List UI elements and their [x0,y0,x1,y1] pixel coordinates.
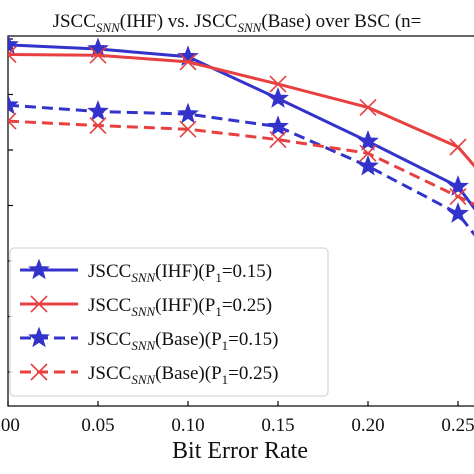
legend-entry: JSCCSNN(Base)(P1=0.25) [20,363,278,387]
data-point [87,37,109,59]
data-point [179,120,197,138]
legend-label-part: =0.15) [228,329,278,350]
series-3 [8,93,474,237]
x-tick-label: 0.20 [351,415,384,436]
legend-label-part: JSCC [88,329,131,350]
chart-title: JSCCSNN(IHF) vs. JSCCSNN(Base) over BSC … [53,11,422,35]
legend-swatch-marker [30,363,48,381]
data-point [177,102,199,124]
legend-entry: JSCCSNN(IHF)(P1=0.15) [20,258,272,285]
legend-label: JSCCSNN(IHF)(P1=0.25) [88,295,272,319]
legend-label-part: (Base)(P [155,329,221,350]
series-1 [8,36,474,211]
legend-label-part: JSCC [88,261,131,282]
data-point [8,112,17,130]
data-point [89,116,107,135]
x-tick-label: 0.05 [81,415,114,436]
data-point [269,131,287,149]
data-point [359,98,377,116]
chart-title-subscript: SNN [96,20,121,35]
x-axis-label: Bit Error Rate [172,438,308,464]
legend-label-part: =0.15) [222,261,272,282]
legend-entry: JSCCSNN(IHF)(P1=0.25) [20,295,272,319]
legend-label-part: (IHF)(P [155,295,215,316]
x-tick-label: 0.25 [441,415,474,436]
legend-label-part: SNN [131,372,156,387]
legend: JSCCSNN(IHF)(P1=0.15)JSCCSNN(IHF)(P1=0.2… [9,247,329,397]
x-tick-label: .00 [0,415,20,436]
legend-label: JSCCSNN(IHF)(P1=0.15) [88,261,272,285]
legend-label: JSCCSNN(Base)(P1=0.15) [88,329,278,353]
data-point [357,154,379,176]
data-point [87,100,109,121]
legend-swatch-marker [28,258,50,280]
legend-label-part: 1 [215,304,222,319]
legend-label-part: (IHF)(P [155,261,215,282]
chart-title-subscript: SNN [237,20,262,35]
legend-label-part: SNN [131,338,156,353]
legend-label-part: 1 [222,372,229,387]
data-point [8,36,19,55]
data-point [359,144,377,162]
data-point [267,115,289,136]
x-axis-ticks: .00 0.05 0.10 0.15 0.20 0.25 [0,401,474,436]
data-point [8,93,19,115]
x-tick-label: 0.10 [171,415,204,436]
x-tick-label: 0.15 [261,415,294,436]
chart-title-part: (Base) over BSC (n= [261,11,421,32]
data-point [267,87,289,108]
legend-label-part: 1 [215,270,222,285]
data-point [179,53,197,71]
legend-swatch-marker [28,326,50,348]
legend-box [9,247,329,397]
legend-label-part: SNN [131,304,156,319]
chart-title-part: JSCC [53,11,96,32]
data-point [8,45,17,64]
legend-label-part: SNN [131,270,156,285]
legend-entries: JSCCSNN(IHF)(P1=0.15)JSCCSNN(IHF)(P1=0.2… [20,258,278,387]
data-point [89,46,107,64]
data-point [357,130,379,151]
series-2 [8,45,474,168]
data-point [447,202,469,223]
data-point [449,138,467,156]
legend-label-part: =0.25) [222,295,272,316]
legend-label: JSCCSNN(Base)(P1=0.25) [88,363,278,387]
data-point [269,75,287,93]
data-point [449,188,467,206]
series-4 [8,112,474,206]
legend-label-part: =0.25) [228,363,278,384]
legend-label-part: JSCC [88,363,131,384]
data-point [447,175,469,196]
chart-title-part: (IHF) vs. JSCC [120,11,238,32]
legend-label-part: 1 [222,338,229,353]
legend-entry: JSCCSNN(Base)(P1=0.15) [20,326,278,353]
series-layer [8,36,474,237]
legend-swatch-marker [30,295,48,313]
legend-label-part: JSCC [88,295,131,316]
legend-label-part: (Base)(P [155,363,221,384]
